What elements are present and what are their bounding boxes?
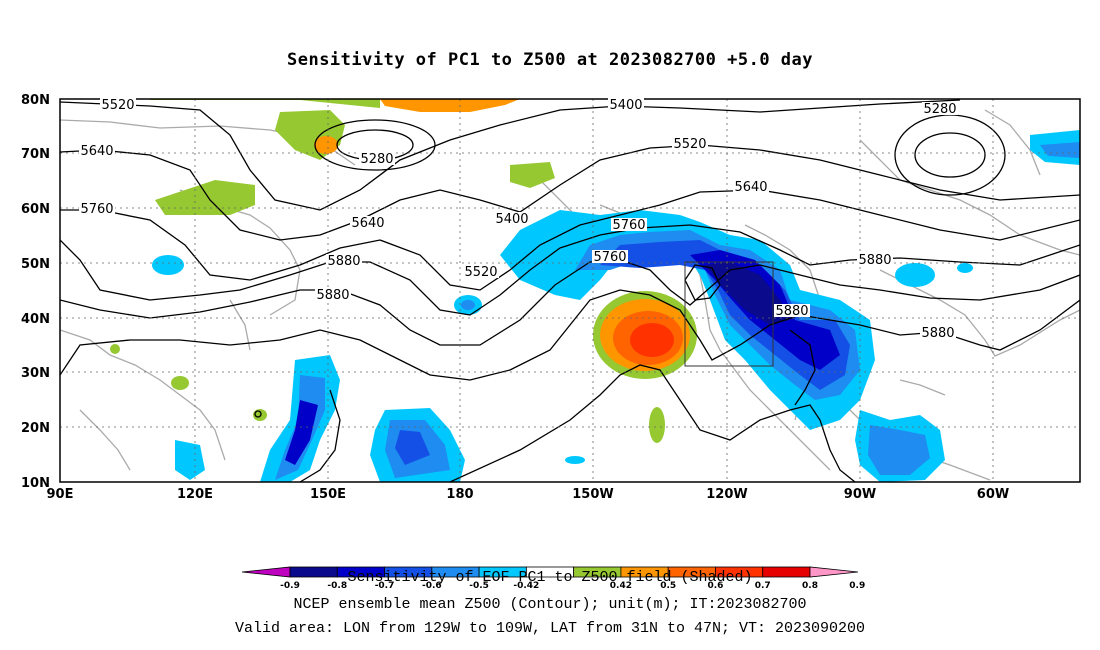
plot-frame xyxy=(59,98,1081,483)
contour-label: 5640 xyxy=(351,216,384,231)
caption-line-2: NCEP ensemble mean Z500 (Contour); unit(… xyxy=(293,596,807,613)
height-contours xyxy=(60,99,1080,482)
contour-labels: 5520 5400 5280 5640 5520 5760 5280 5400 5640 5640… xyxy=(79,98,958,341)
gridlines xyxy=(60,99,1080,482)
contour-label: 5880 xyxy=(775,304,808,319)
colorbar-tick-label: -0.5 xyxy=(469,581,489,591)
lat-label: 10N xyxy=(21,476,50,491)
axis-labels: 90E 120E 150E 180 150W 120W 90W 60W 80N 70N 60N 50N… xyxy=(21,93,1009,502)
contour-label: 5280 xyxy=(360,152,393,167)
valid-area-box xyxy=(684,261,774,367)
lon-label: 120W xyxy=(706,487,747,502)
shaded-field xyxy=(110,99,1080,482)
colorbar-tick-label: -0.9 xyxy=(280,581,300,591)
lat-label: 40N xyxy=(21,312,50,327)
contour-label: 5760 xyxy=(593,250,626,265)
lat-label: 60N xyxy=(21,202,50,217)
colorbar: -0.9 -0.8 -0.7 -0.6 -0.5 -0.42 0.42 0.5 0.6 0.7 0.… xyxy=(241,566,865,591)
lon-label: 60W xyxy=(977,487,1009,502)
contour-label: 5280 xyxy=(923,102,956,117)
lat-label: 80N xyxy=(21,93,50,108)
colorbar-tick-label: 0.6 xyxy=(707,581,723,591)
map-content xyxy=(60,99,1080,482)
contour-label: 5640 xyxy=(80,144,113,159)
contour-label: 5520 xyxy=(101,98,134,113)
lon-label: 150E xyxy=(310,487,346,502)
lon-label: 180 xyxy=(446,487,473,502)
colorbar-tick-label: -0.42 xyxy=(513,581,539,591)
contour-label: 5880 xyxy=(316,288,349,303)
contour-label: 5760 xyxy=(612,218,645,233)
lon-label: 150W xyxy=(572,487,613,502)
colorbar-tick-label: -0.8 xyxy=(327,581,347,591)
colorbar-tick-label: 0.9 xyxy=(849,581,865,591)
contour-label: 5880 xyxy=(921,326,954,341)
colorbar-tick-label: 0.7 xyxy=(755,581,771,591)
lon-label: 90E xyxy=(47,487,74,502)
lat-label: 50N xyxy=(21,257,50,272)
lon-label: 90W xyxy=(844,487,876,502)
caption-line-1: Sensitivity of EOF PC1 to Z500 field (Sh… xyxy=(347,569,753,586)
colorbar-tick-label: 0.42 xyxy=(610,581,632,591)
contour-label: 5520 xyxy=(673,137,706,152)
colorbar-tick-label: -0.6 xyxy=(422,581,442,591)
lat-label: 70N xyxy=(21,147,50,162)
contour-label: 5880 xyxy=(858,253,891,268)
colorbar-tick-label: 0.5 xyxy=(660,581,676,591)
contour-label: 5760 xyxy=(80,202,113,217)
contour-label: 5880 xyxy=(327,254,360,269)
colorbar-right-arrow xyxy=(809,566,859,578)
contour-label: 5640 xyxy=(734,180,767,195)
contour-label: 5520 xyxy=(464,265,497,280)
lat-label: 20N xyxy=(21,421,50,436)
colorbar-tick-label: -0.7 xyxy=(375,581,395,591)
page-title: Sensitivity of PC1 to Z500 at 2023082700… xyxy=(286,50,813,70)
contour-label: 5400 xyxy=(495,212,528,227)
contour-label: 5400 xyxy=(609,98,642,113)
lat-label: 30N xyxy=(21,366,50,381)
colorbar-tick-label: 0.8 xyxy=(802,581,818,591)
caption-line-3: Valid area: LON from 129W to 109W, LAT f… xyxy=(234,620,866,637)
lon-label: 120E xyxy=(177,487,213,502)
coastlines xyxy=(60,109,1080,481)
